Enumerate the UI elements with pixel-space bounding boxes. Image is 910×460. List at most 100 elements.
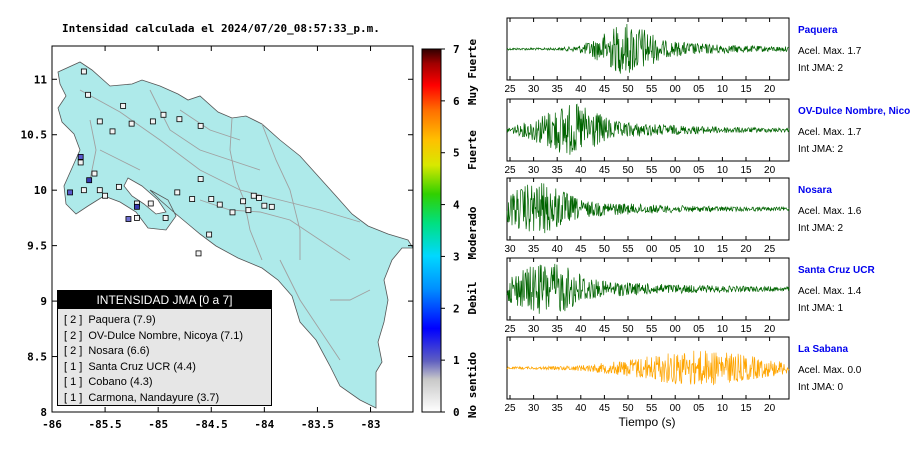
waveform-peak-accel: Acel. Max. 1.4 (798, 286, 862, 297)
waveform-tick-label: 10 (717, 165, 729, 176)
waveform-tick-label: 00 (670, 165, 682, 176)
map-xtick-label: -85.5 (89, 418, 122, 431)
waveform-panels: 25 30 35 40 45 50 55 00 05 10 15 20 Paquera Acel. Max… (504, 17, 910, 414)
station-marker (147, 200, 154, 207)
waveform-tick-label: 50 (622, 84, 634, 95)
waveform-tick-label: 25 (504, 165, 516, 176)
waveform-tick-label: 15 (717, 244, 729, 255)
station-marker (195, 250, 202, 257)
waveform-jma-intensity: Int JMA: 2 (798, 63, 843, 74)
colorbar-tick-label: 2 (453, 302, 460, 315)
waveform-tick-label: 40 (575, 403, 587, 414)
waveform-trace (506, 103, 790, 155)
waveform-trace (506, 350, 790, 386)
waveform-station-name: OV-Dulce Nombre, Nico (798, 106, 910, 117)
colorbar-category-label: Muy Fuerte (466, 39, 479, 106)
map-ytick-label: 9 (40, 295, 47, 308)
station-marker (162, 215, 169, 221)
waveform-tick-label: 50 (622, 403, 634, 414)
station-marker (245, 207, 252, 214)
map-ytick-label: 8.5 (27, 351, 47, 364)
map-xtick-label: -84 (254, 418, 274, 431)
station-marker (176, 116, 183, 123)
waveform-panel: 25 30 35 40 45 50 55 00 05 10 15 20 Paquera Acel. Max… (504, 17, 862, 95)
station-marker (77, 159, 84, 166)
waveform-tick-label: 30 (528, 165, 540, 176)
map-xtick-label: -86 (42, 418, 62, 431)
colorbar-tick-label: 6 (453, 95, 460, 108)
map-xtick-label: -83.5 (301, 418, 334, 431)
legend-item-level: [ 1 ] (64, 391, 83, 404)
waveform-jma-intensity: Int JMA: 0 (798, 382, 843, 393)
waveform-tick-label: 00 (670, 84, 682, 95)
map-ytick-label: 11 (34, 73, 48, 86)
waveform-tick-label: 40 (575, 324, 587, 335)
station-marker (208, 196, 215, 202)
waveform-peak-accel: Acel. Max. 1.7 (798, 46, 862, 57)
waveform-tick-label: 10 (717, 324, 729, 335)
waveform-jma-intensity: Int JMA: 2 (798, 144, 843, 155)
waveform-tick-label: 35 (528, 244, 540, 255)
waveform-station-name: Santa Cruz UCR (798, 265, 875, 276)
waveform-tick-label: 25 (504, 403, 516, 414)
waveform-tick-label: 25 (504, 84, 516, 95)
waveform-tick-label: 00 (670, 403, 682, 414)
waveform-tick-label: 15 (740, 403, 752, 414)
legend-item-station: Nosara (6.6) (88, 345, 150, 357)
waveform-peak-accel: Acel. Max. 1.6 (798, 206, 862, 217)
station-marker (197, 176, 204, 182)
intensity-legend: INTENSIDAD JMA [0 a 7] [ 2 ] Paquera (7.9… (57, 290, 272, 406)
waveform-tick-label: 25 (504, 324, 516, 335)
station-marker (102, 192, 108, 199)
waveform-tick-label: 20 (740, 244, 752, 255)
waveform-tick-label: 35 (552, 165, 564, 176)
station-marker (120, 102, 127, 109)
station-marker (96, 118, 103, 125)
legend-item-level: [ 1 ] (64, 376, 83, 388)
waveform-tick-label: 55 (646, 324, 658, 335)
legend-item: [ 2 ] Nosara (6.6) (64, 344, 271, 360)
station-marker (115, 183, 122, 190)
waveform-station-name: Nosara (798, 185, 832, 196)
station-marker (261, 202, 268, 209)
waveform-tick-label: 55 (622, 244, 634, 255)
legend-item: [ 1 ] Cobano (4.3) (64, 375, 271, 391)
station-marker (197, 122, 204, 129)
waveform-tick-label: 30 (528, 324, 540, 335)
map-xtick-label: -84.5 (195, 418, 228, 431)
waveform-tick-label: 10 (717, 84, 729, 95)
colorbar-category-label: Moderado (466, 206, 479, 259)
colorbar-tick-label: 5 (453, 147, 460, 160)
station-marker-intensity (77, 154, 84, 160)
colorbar-tick-label: 4 (453, 199, 460, 212)
waveform-tick-label: 05 (693, 324, 705, 335)
colorbar-category-label: Debil (466, 281, 479, 314)
legend-item: [ 2 ] OV-Dulce Nombre, Nicoya (7.1) (64, 329, 271, 345)
waveform-jma-intensity: Int JMA: 2 (798, 223, 843, 234)
waveform-station-name: La Sabana (798, 344, 848, 355)
waveform-tick-label: 05 (670, 244, 682, 255)
waveform-trace (506, 23, 790, 74)
waveform-peak-accel: Acel. Max. 1.7 (798, 127, 862, 138)
waveform-tick-label: 35 (552, 324, 564, 335)
waveform-tick-label: 30 (528, 403, 540, 414)
station-marker (268, 203, 275, 210)
waveform-tick-label: 15 (740, 165, 752, 176)
waveform-trace (506, 263, 790, 314)
station-marker (240, 198, 247, 205)
legend-item-station: Paquera (7.9) (88, 314, 156, 326)
costa-rica-land (57, 61, 413, 409)
waveform-tick-label: 45 (599, 84, 611, 95)
map-ytick-label: 9.5 (27, 240, 47, 253)
map-ytick-label: 10.5 (21, 129, 48, 142)
station-marker-intensity (134, 203, 140, 210)
station-marker (206, 231, 213, 238)
waveform-tick-label: 40 (575, 84, 587, 95)
station-marker (250, 192, 257, 199)
waveform-tick-label: 15 (740, 324, 752, 335)
waveform-tick-label: 15 (740, 84, 752, 95)
colorbar-category-label: Fuerte (466, 130, 479, 170)
legend-item-level: [ 1 ] (64, 360, 83, 373)
waveform-tick-label: 10 (717, 403, 729, 414)
waveform-tick-label: 55 (646, 165, 658, 176)
